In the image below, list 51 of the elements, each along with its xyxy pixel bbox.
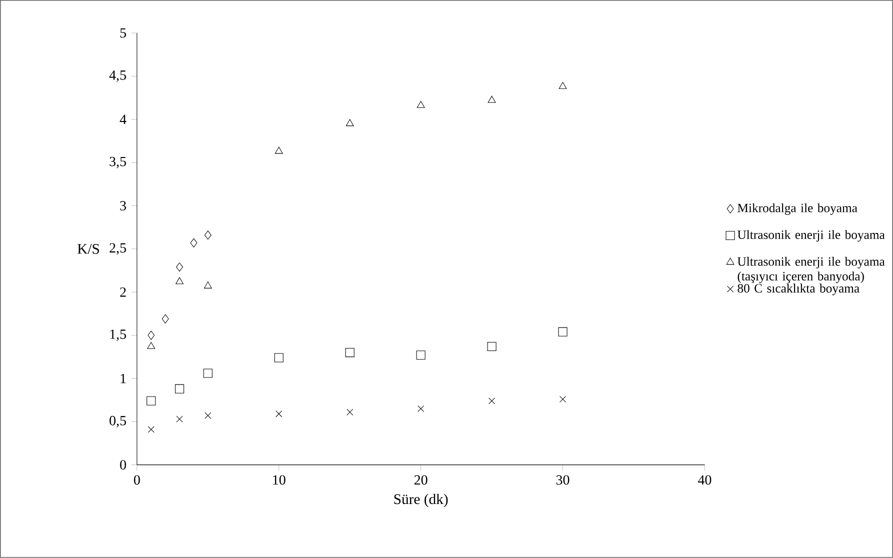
point	[148, 426, 154, 433]
point	[558, 327, 568, 336]
point	[346, 119, 354, 126]
point	[418, 406, 424, 412]
y-tick-label: 3,5	[110, 156, 126, 168]
y-tick-label: 1	[120, 374, 126, 384]
x-tick-label: 20	[414, 475, 428, 485]
point	[276, 410, 282, 418]
point	[274, 146, 283, 154]
y-tick-label: 2,5	[110, 243, 126, 255]
y-axis-title: K/S	[78, 244, 99, 254]
point	[345, 348, 354, 358]
x-axis-title: Süre (dk)	[394, 494, 448, 508]
point	[176, 416, 183, 422]
point	[146, 396, 156, 406]
point	[203, 368, 212, 378]
y-tick-label: 3	[120, 201, 126, 211]
y-tick-label: 5	[120, 28, 126, 38]
x-tick-label: 10	[273, 475, 286, 485]
point	[176, 262, 184, 272]
point	[204, 282, 212, 289]
legend-label: 80 C sıcaklıkta boyama	[738, 284, 860, 296]
point	[416, 350, 426, 360]
y-tick-label: 2	[120, 288, 126, 297]
point	[560, 396, 566, 403]
x-tick-label: 30	[556, 475, 570, 485]
point	[274, 353, 284, 362]
legend-label: Ultrasonik enerji ile boyama	[737, 230, 885, 242]
point	[148, 330, 155, 340]
x-tick-label: 0	[134, 475, 140, 485]
point	[175, 384, 184, 394]
point	[488, 96, 496, 103]
legend-label: Ultrasonik enerji ile boyama (taşıyıcı içeren banyoda)	[737, 257, 885, 284]
point	[487, 342, 496, 352]
y-tick-label: 0,5	[110, 416, 126, 428]
y-tick-label: 0	[120, 460, 126, 470]
point	[190, 238, 198, 248]
point	[558, 82, 567, 90]
point	[147, 342, 156, 350]
point	[176, 277, 184, 284]
point	[346, 408, 354, 416]
legend-label: Mikrodalga ile boyama	[738, 203, 858, 215]
point	[204, 412, 212, 419]
point	[416, 101, 425, 108]
point	[488, 398, 496, 404]
point	[162, 314, 169, 324]
y-tick-label: 4	[120, 114, 126, 124]
x-tick-label: 40	[698, 475, 712, 485]
point	[204, 230, 212, 240]
y-tick-label: 4,5	[109, 70, 126, 82]
y-tick-label: 1,5	[110, 330, 126, 342]
